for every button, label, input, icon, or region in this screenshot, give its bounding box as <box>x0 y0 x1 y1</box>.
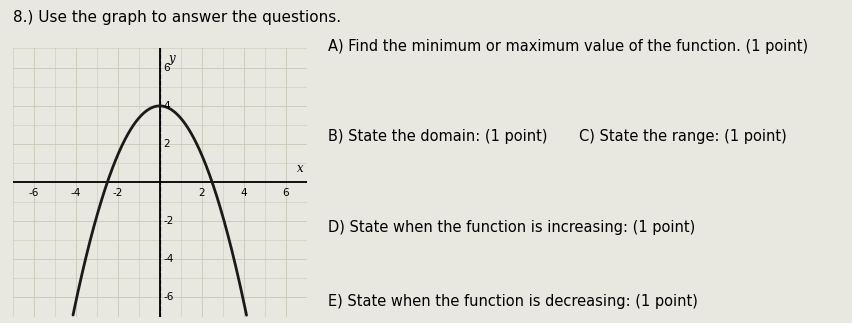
Text: 2: 2 <box>199 188 205 198</box>
Text: 8.) Use the graph to answer the questions.: 8.) Use the graph to answer the question… <box>13 10 341 25</box>
Text: -6: -6 <box>164 292 174 302</box>
Text: D) State when the function is increasing: (1 point): D) State when the function is increasing… <box>328 220 695 234</box>
Text: A) Find the minimum or maximum value of the function. (1 point): A) Find the minimum or maximum value of … <box>328 39 809 54</box>
Text: -4: -4 <box>164 254 174 264</box>
Text: 2: 2 <box>164 139 170 149</box>
Text: -2: -2 <box>164 216 174 226</box>
Text: 6: 6 <box>164 63 170 73</box>
Text: E) State when the function is decreasing: (1 point): E) State when the function is decreasing… <box>328 294 698 309</box>
Text: B) State the domain: (1 point): B) State the domain: (1 point) <box>328 129 548 144</box>
Text: -4: -4 <box>71 188 81 198</box>
Text: C) State the range: (1 point): C) State the range: (1 point) <box>579 129 787 144</box>
Text: -6: -6 <box>29 188 39 198</box>
Text: 4: 4 <box>164 101 170 111</box>
Text: y: y <box>168 52 175 65</box>
Text: -2: -2 <box>112 188 123 198</box>
Text: 6: 6 <box>282 188 289 198</box>
Text: 4: 4 <box>240 188 247 198</box>
Text: x: x <box>297 162 303 175</box>
